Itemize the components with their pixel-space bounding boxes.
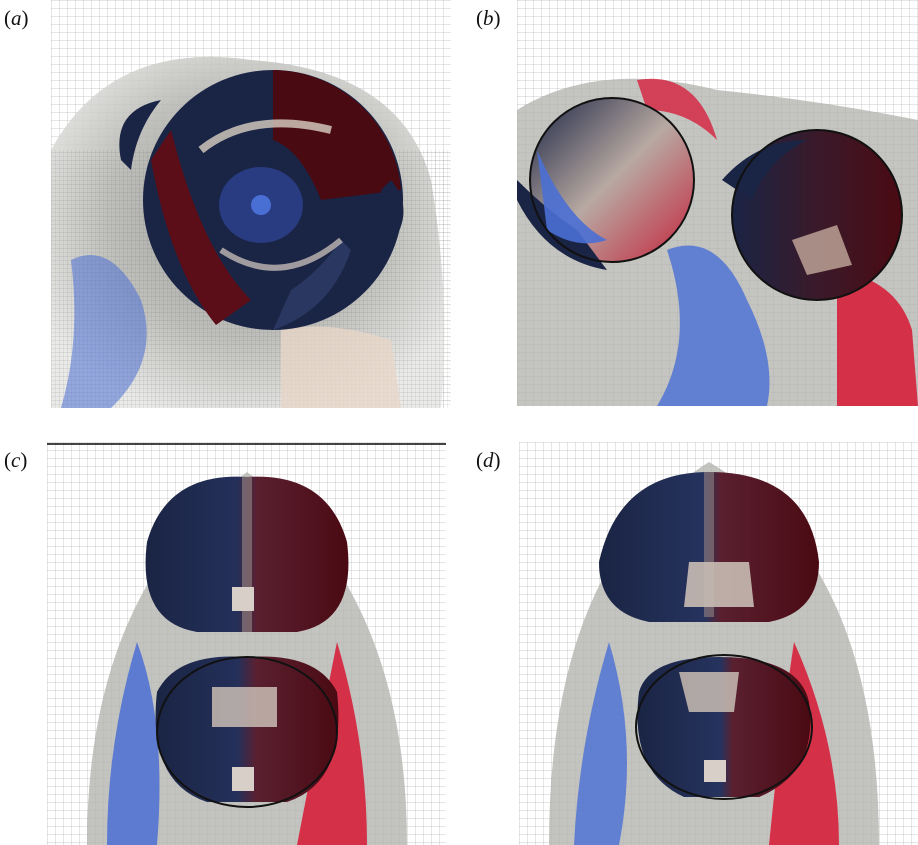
- cream-wake-right: [281, 326, 401, 408]
- panel-label-b: (b): [476, 6, 501, 30]
- panel-b-vorticity-field: [517, 0, 918, 406]
- vortex-ring-b-right: [722, 129, 903, 301]
- panel-label-d: (d): [476, 448, 501, 472]
- blue-wake-left: [61, 255, 147, 408]
- panel-label-a: (a): [4, 6, 29, 30]
- vortex-ring-b-left: [517, 97, 695, 270]
- panel-c-vorticity-field: [47, 442, 446, 845]
- vortex-ring-d-bottom: [635, 654, 813, 800]
- blue-wake: [657, 245, 770, 406]
- blue-wake-d: [574, 642, 627, 845]
- panel-a-vorticity-field: [51, 0, 451, 408]
- red-wake: [837, 270, 918, 406]
- panel-label-c: (c): [4, 448, 28, 472]
- vortex-ring-c-top: [145, 476, 349, 632]
- blue-wake-c: [107, 642, 160, 845]
- vortex-ring-c-bottom: [155, 656, 339, 808]
- panel-d-vorticity-field: [519, 442, 918, 845]
- vortex-ring-a: [143, 70, 403, 330]
- vortex-ring-d-top: [599, 472, 819, 622]
